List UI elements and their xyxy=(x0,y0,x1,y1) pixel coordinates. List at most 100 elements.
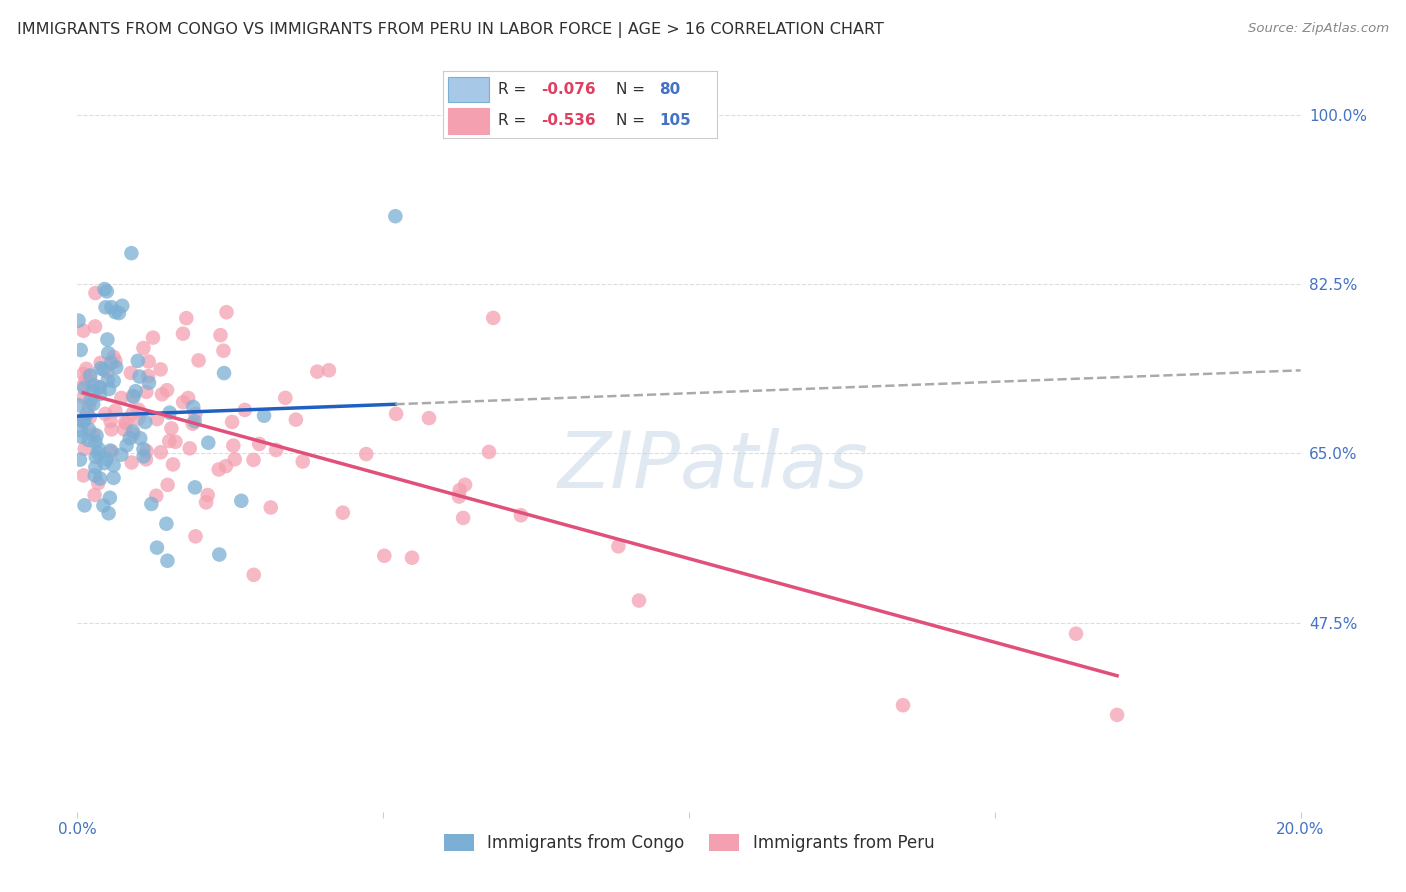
Point xyxy=(82,427,104,442)
Point xyxy=(132,341,155,355)
Point xyxy=(70,413,93,427)
Point xyxy=(122,427,145,442)
Point xyxy=(247,437,270,451)
Point xyxy=(231,493,253,508)
Point xyxy=(509,508,531,523)
Text: N =: N = xyxy=(616,112,650,128)
Point xyxy=(454,477,477,491)
Point xyxy=(121,389,143,403)
Point xyxy=(233,403,256,417)
Point xyxy=(89,380,111,394)
Point xyxy=(120,366,142,380)
Point xyxy=(135,384,157,399)
Point xyxy=(93,362,115,376)
Point xyxy=(67,313,90,327)
Point xyxy=(212,343,235,358)
Point xyxy=(150,387,173,401)
Point xyxy=(1064,626,1087,640)
Point xyxy=(75,373,97,387)
Point xyxy=(291,454,314,468)
Point xyxy=(274,391,297,405)
Point xyxy=(105,360,128,375)
Point xyxy=(891,698,914,713)
Point xyxy=(100,422,122,436)
Point xyxy=(72,378,94,392)
Legend: Immigrants from Congo, Immigrants from Peru: Immigrants from Congo, Immigrants from P… xyxy=(437,827,941,859)
Point xyxy=(89,472,111,486)
Point xyxy=(184,407,207,421)
Text: Source: ZipAtlas.com: Source: ZipAtlas.com xyxy=(1249,22,1389,36)
Point xyxy=(89,387,111,401)
Point xyxy=(135,452,157,467)
Point xyxy=(136,369,159,384)
Point xyxy=(87,476,110,491)
Point xyxy=(482,310,505,325)
Point xyxy=(79,393,101,408)
Point xyxy=(607,539,630,553)
Point xyxy=(197,488,219,502)
Point xyxy=(100,300,122,314)
Point xyxy=(172,395,194,409)
Point xyxy=(103,471,125,485)
Point xyxy=(70,423,93,437)
Point xyxy=(84,460,107,475)
Point xyxy=(90,356,112,370)
Point xyxy=(354,447,377,461)
Point xyxy=(84,450,107,464)
Point xyxy=(128,402,150,417)
FancyBboxPatch shape xyxy=(449,108,489,134)
Point xyxy=(86,428,108,442)
Point xyxy=(165,434,187,449)
Point xyxy=(132,450,155,464)
Point xyxy=(145,489,167,503)
Point xyxy=(83,378,105,392)
Point xyxy=(103,350,125,364)
Text: 105: 105 xyxy=(659,112,692,128)
Point xyxy=(253,409,276,423)
Point xyxy=(70,430,93,444)
Point xyxy=(209,328,232,343)
Point xyxy=(138,354,160,368)
Point xyxy=(478,445,501,459)
Point xyxy=(79,410,101,425)
Text: R =: R = xyxy=(498,82,531,97)
Point xyxy=(142,330,165,344)
Point xyxy=(385,407,408,421)
Point xyxy=(75,361,97,376)
Point xyxy=(184,529,207,543)
Point xyxy=(242,567,264,582)
Point xyxy=(72,367,94,381)
Point xyxy=(129,431,152,445)
Point xyxy=(242,453,264,467)
Point xyxy=(149,362,172,376)
Point xyxy=(93,456,115,470)
Point xyxy=(93,282,115,296)
Point xyxy=(100,444,122,458)
Point xyxy=(100,414,122,428)
Point xyxy=(221,415,243,429)
Point xyxy=(110,448,132,462)
Point xyxy=(96,333,118,347)
FancyBboxPatch shape xyxy=(449,77,489,103)
Point xyxy=(69,452,91,467)
Point xyxy=(67,398,90,412)
Point xyxy=(110,391,132,405)
Point xyxy=(96,285,118,299)
Point xyxy=(418,411,440,425)
Point xyxy=(307,365,329,379)
Point xyxy=(97,373,120,387)
Point xyxy=(83,468,105,483)
Point xyxy=(222,439,245,453)
Point xyxy=(162,458,184,472)
Point xyxy=(156,478,179,492)
Point xyxy=(447,490,470,504)
Point xyxy=(73,381,96,395)
Point xyxy=(69,343,91,357)
Point xyxy=(103,374,125,388)
Point xyxy=(73,413,96,427)
Point xyxy=(104,354,127,368)
Point xyxy=(82,397,104,411)
Point xyxy=(149,445,172,459)
Point xyxy=(197,435,219,450)
Point xyxy=(94,301,117,315)
